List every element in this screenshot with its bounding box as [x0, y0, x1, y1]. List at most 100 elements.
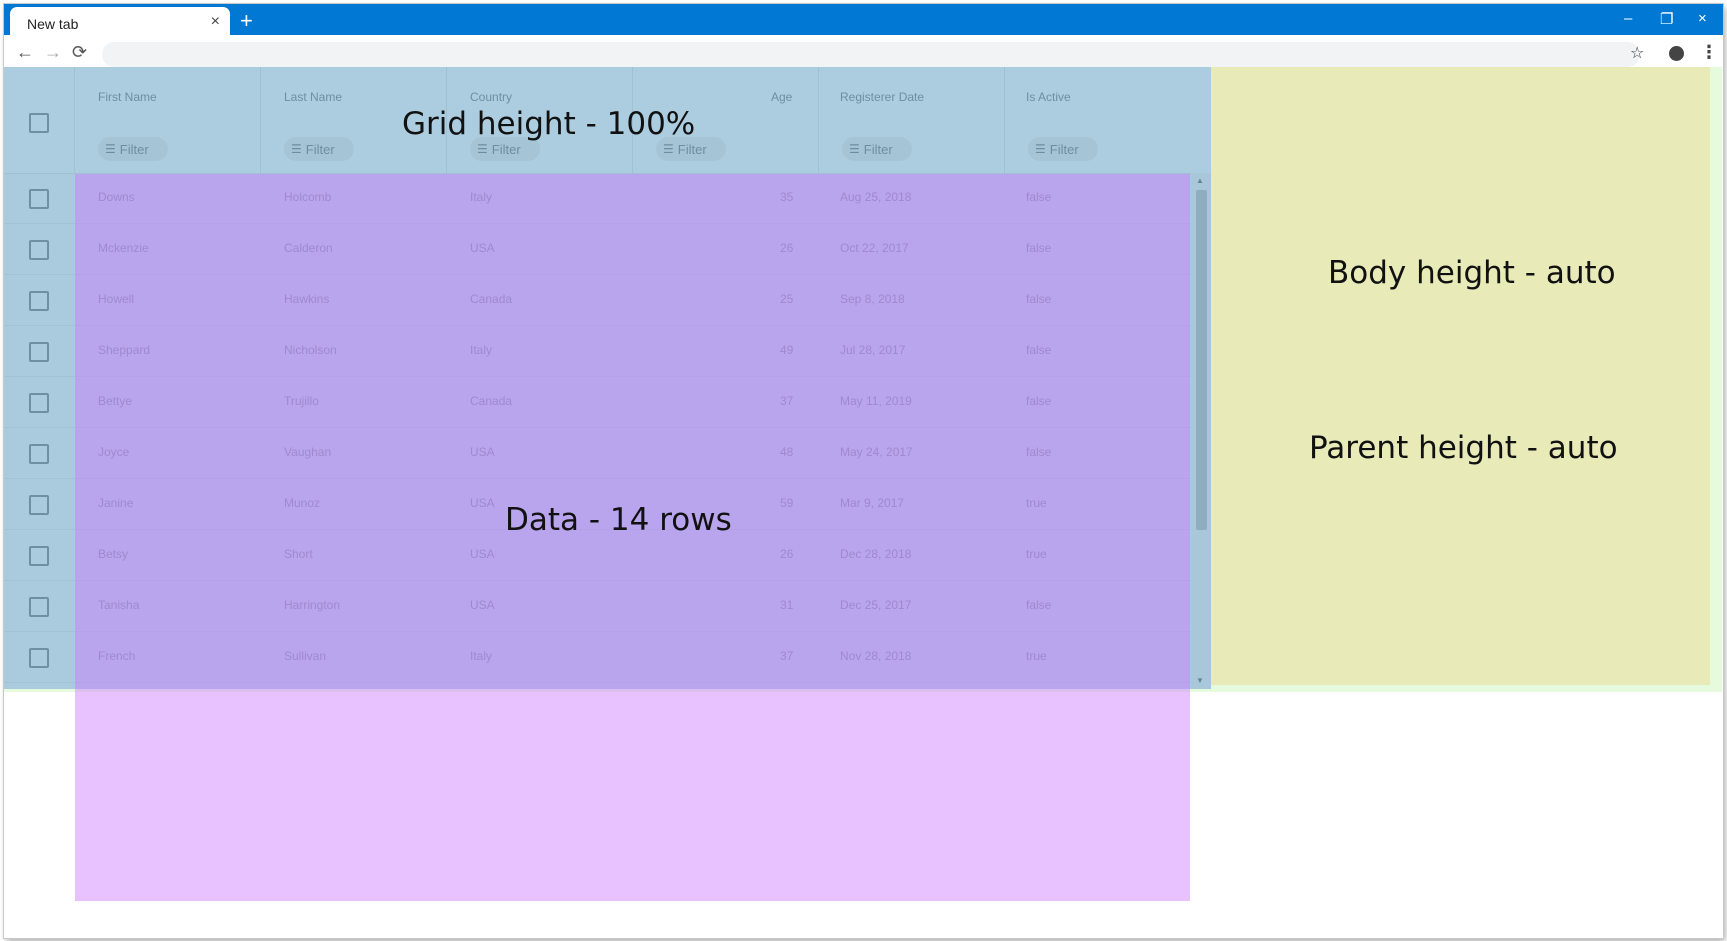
cell-registered-date: May 24, 2017	[840, 445, 913, 459]
cell-first-name: Howell	[98, 292, 135, 306]
cell-age: 49	[780, 343, 794, 357]
cell-age: 37	[780, 394, 794, 408]
filter-button-age[interactable]: ☰ Filter	[656, 137, 726, 161]
cell-last-name: Sullivan	[284, 649, 327, 663]
table-row[interactable]: Sheppard Nicholson Italy 49 Jul 28, 2017 fals…	[4, 326, 1192, 377]
row-checkbox[interactable]	[29, 495, 49, 515]
parent-height-annotation: Parent height - auto	[1309, 430, 1618, 466]
cell-last-name: Harrington	[284, 598, 341, 612]
cell-first-name: Tanisha	[98, 598, 140, 612]
minimize-button[interactable]: –	[1624, 10, 1633, 27]
row-checkbox[interactable]	[29, 648, 49, 668]
row-checkbox[interactable]	[29, 291, 49, 311]
table-row[interactable]: Bettye Trujillo Canada 37 May 11, 2019 false	[4, 377, 1192, 428]
data-rows-overlay	[75, 174, 1190, 901]
cell-country: Italy	[470, 343, 493, 357]
cell-first-name: Sheppard	[98, 343, 151, 357]
back-button[interactable]: ←	[16, 42, 34, 62]
column-header-registered-date[interactable]: Registerer Date	[840, 90, 925, 104]
cell-first-name: French	[98, 649, 136, 663]
cell-is-active: true	[1026, 649, 1047, 663]
cell-is-active: true	[1026, 496, 1047, 510]
address-bar[interactable]	[102, 42, 1640, 67]
cell-country: USA	[470, 547, 495, 561]
cell-first-name: Joyce	[98, 445, 130, 459]
row-checkbox[interactable]	[29, 240, 49, 260]
filter-icon: ☰	[663, 142, 674, 156]
filter-button-country[interactable]: ☰ Filter	[470, 137, 540, 161]
scroll-up-arrow-icon[interactable]: ▲	[1196, 176, 1204, 185]
cell-last-name: Nicholson	[284, 343, 337, 357]
column-header-country[interactable]: Country	[470, 90, 513, 104]
column-divider	[818, 67, 819, 173]
cell-last-name: Short	[284, 547, 313, 561]
scrollbar-thumb[interactable]	[1196, 190, 1207, 530]
forward-button[interactable]: →	[44, 42, 62, 62]
table-row[interactable]: Betsy Short USA 26 Dec 28, 2018 true	[4, 530, 1192, 581]
cell-age: 31	[780, 598, 794, 612]
browser-menu-icon[interactable]: ⋮	[1700, 42, 1718, 62]
cell-is-active: false	[1026, 598, 1052, 612]
row-checkbox[interactable]	[29, 444, 49, 464]
table-row[interactable]: Howell Hawkins Canada 25 Sep 8, 2018 false	[4, 275, 1192, 326]
cell-age: 25	[780, 292, 794, 306]
profile-avatar-icon[interactable]	[1669, 46, 1684, 61]
vertical-scrollbar[interactable]: ▲ ▼	[1191, 173, 1211, 689]
grid-height-overlay	[4, 67, 1211, 689]
row-checkbox[interactable]	[29, 393, 49, 413]
row-checkbox[interactable]	[29, 597, 49, 617]
new-tab-button[interactable]: +	[240, 8, 253, 33]
column-header-last-name[interactable]: Last Name	[284, 90, 343, 104]
restore-button[interactable]: ❐	[1660, 11, 1674, 28]
data-rows-annotation: Data - 14 rows	[505, 502, 732, 538]
cell-age: 35	[780, 190, 794, 204]
cell-last-name: Holcomb	[284, 190, 332, 204]
table-row[interactable]: French Sullivan Italy 37 Nov 28, 2018 true	[4, 632, 1192, 683]
row-checkbox[interactable]	[29, 189, 49, 209]
scroll-down-arrow-icon[interactable]: ▼	[1196, 676, 1204, 685]
filter-icon: ☰	[1035, 142, 1046, 156]
select-all-checkbox[interactable]	[29, 113, 49, 133]
column-header-age[interactable]: Age	[771, 90, 793, 104]
cell-age: 37	[780, 649, 794, 663]
cell-first-name: Betsy	[98, 547, 129, 561]
tab-close-icon[interactable]: ×	[210, 13, 220, 30]
filter-icon: ☰	[105, 142, 116, 156]
cell-last-name: Vaughan	[284, 445, 332, 459]
cell-first-name: Mckenzie	[98, 241, 149, 255]
cell-country: USA	[470, 241, 495, 255]
row-checkbox[interactable]	[29, 342, 49, 362]
reload-button[interactable]: ⟳	[72, 42, 88, 62]
filter-button-first-name[interactable]: ☰ Filter	[98, 137, 168, 161]
table-row[interactable]: Tanisha Harrington USA 31 Dec 25, 2017 false	[4, 581, 1192, 632]
table-row[interactable]: Joyce Vaughan USA 48 May 24, 2017 false	[4, 428, 1192, 479]
cell-is-active: false	[1026, 190, 1052, 204]
tab-new-tab[interactable]: New tab ×	[10, 7, 230, 38]
cell-country: Italy	[470, 649, 493, 663]
bookmark-star-icon[interactable]: ☆	[1630, 45, 1645, 62]
cell-is-active: false	[1026, 445, 1052, 459]
table-row[interactable]: Janine Munoz USA 59 Mar 9, 2017 true	[4, 479, 1192, 530]
column-header-first-name[interactable]: First Name	[98, 90, 157, 104]
cell-is-active: false	[1026, 292, 1052, 306]
close-window-button[interactable]: ×	[1698, 10, 1707, 27]
cell-age: 26	[780, 547, 794, 561]
grid-header: First Name Last Name Country Age Registe…	[4, 67, 1211, 174]
row-checkbox[interactable]	[29, 546, 49, 566]
filter-button-is-active[interactable]: ☰ Filter	[1028, 137, 1098, 161]
table-row[interactable]: Mckenzie Calderon USA 26 Oct 22, 2017 false	[4, 224, 1192, 275]
cell-first-name: Bettye	[98, 394, 133, 408]
cell-registered-date: Sep 8, 2018	[840, 292, 905, 306]
cell-registered-date: Nov 28, 2018	[840, 649, 912, 663]
tab-title: New tab	[27, 16, 79, 32]
filter-button-registered-date[interactable]: ☰ Filter	[842, 137, 912, 161]
table-row[interactable]: Downs Holcomb Italy 35 Aug 25, 2018 false	[4, 173, 1192, 224]
cell-registered-date: Jul 28, 2017	[840, 343, 906, 357]
filter-icon: ☰	[477, 142, 488, 156]
cell-country: USA	[470, 496, 495, 510]
column-header-is-active[interactable]: Is Active	[1026, 90, 1071, 104]
filter-button-last-name[interactable]: ☰ Filter	[284, 137, 354, 161]
body-area	[1210, 67, 1710, 685]
data-grid: First Name Last Name Country Age Registe…	[4, 67, 1211, 689]
cell-first-name: Janine	[98, 496, 134, 510]
